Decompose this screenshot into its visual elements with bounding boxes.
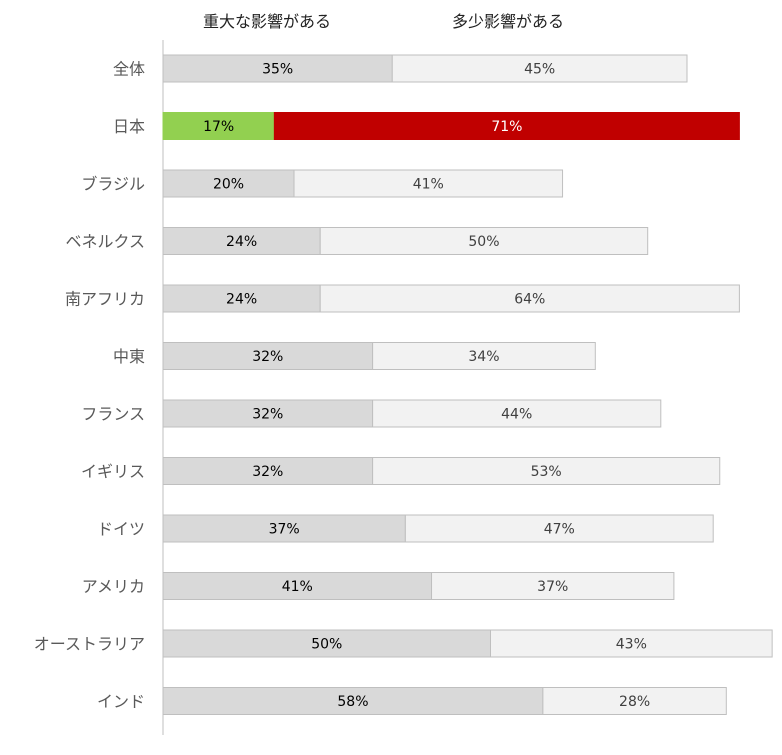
- data-label-series-2: 47%: [544, 522, 575, 538]
- category-label: ベネルクス: [65, 232, 145, 251]
- bar-series-2: [319, 227, 649, 255]
- bar-series-2: [372, 399, 662, 428]
- legend-series-1: 重大な影響がある: [203, 12, 331, 31]
- category-label: アメリカ: [82, 577, 145, 596]
- data-label-series-2: 44%: [501, 407, 532, 423]
- data-label-series-2: 71%: [491, 119, 522, 135]
- bar-series-1: [162, 687, 544, 715]
- bar-series-1: [162, 514, 406, 543]
- data-label-series-1: 50%: [311, 637, 342, 653]
- category-label: オーストラリア: [34, 635, 145, 654]
- data-label-series-2: 41%: [413, 177, 444, 193]
- bar-series-2: [372, 342, 596, 370]
- bar-series-2: [372, 457, 721, 485]
- bar-series-2: [273, 112, 740, 140]
- legend-series-2: 多少影響がある: [452, 12, 564, 31]
- bar-series-2: [293, 169, 564, 198]
- data-label-series-1: 24%: [226, 292, 257, 308]
- data-label-series-1: 32%: [252, 349, 283, 365]
- bars-group: 全体 35% 45% 日本 17% 71% ブラジル 20% 41% ベネルクス 24% 50% 南アフ…: [34, 54, 773, 715]
- data-label-series-1: 37%: [269, 522, 300, 538]
- bar-series-1: [162, 399, 374, 428]
- bar-series-2: [391, 54, 688, 83]
- bar-series-2: [319, 284, 740, 313]
- data-label-series-1: 17%: [203, 119, 234, 135]
- data-label-series-1: 35%: [262, 62, 293, 78]
- data-label-series-2: 64%: [514, 292, 545, 308]
- data-label-series-2: 37%: [537, 579, 568, 595]
- bar-series-1: [162, 112, 275, 140]
- category-label: ドイツ: [97, 520, 145, 539]
- data-label-series-1: 41%: [282, 579, 313, 595]
- data-label-series-1: 24%: [226, 234, 257, 250]
- data-label-series-2: 28%: [619, 694, 650, 710]
- bar-series-2: [431, 572, 675, 600]
- category-label: 南アフリカ: [65, 290, 145, 309]
- bar-series-1: [162, 457, 374, 485]
- data-label-series-2: 50%: [468, 234, 499, 250]
- category-label: 全体: [113, 60, 145, 79]
- category-label: 中東: [113, 347, 145, 366]
- data-label-series-2: 43%: [616, 637, 647, 653]
- data-label-series-1: 32%: [252, 464, 283, 480]
- bar-series-2: [542, 687, 727, 715]
- bar-series-1: [162, 342, 374, 370]
- data-label-series-2: 53%: [531, 464, 562, 480]
- data-label-series-2: 34%: [468, 349, 499, 365]
- category-label: フランス: [81, 405, 145, 424]
- bar-series-1: [162, 572, 433, 600]
- bar-series-1: [162, 629, 491, 658]
- bar-series-2: [490, 629, 773, 658]
- bar-series-1: [162, 284, 321, 313]
- data-label-series-2: 45%: [524, 62, 555, 78]
- category-label: インド: [97, 692, 145, 711]
- data-label-series-1: 32%: [252, 407, 283, 423]
- bar-series-2: [404, 514, 714, 543]
- data-label-series-1: 58%: [337, 694, 368, 710]
- category-label: ブラジル: [81, 175, 145, 194]
- data-label-series-1: 20%: [213, 177, 244, 193]
- category-label: イギリス: [81, 462, 145, 481]
- category-label: 日本: [113, 117, 145, 136]
